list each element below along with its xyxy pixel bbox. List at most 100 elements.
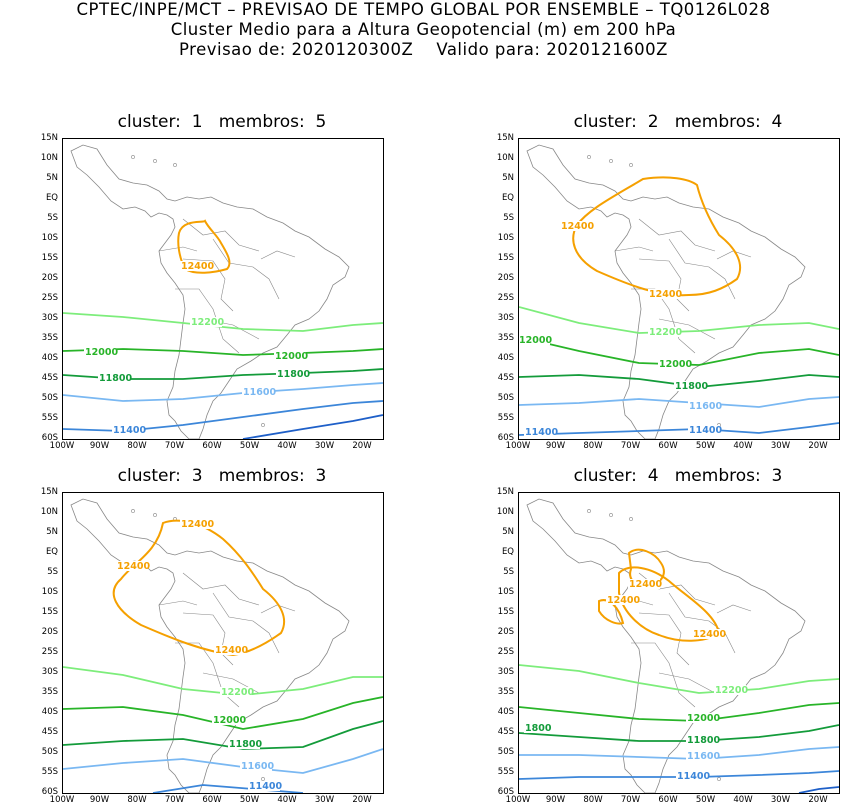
lat-tick-label: 15N bbox=[496, 487, 514, 497]
panel-title: cluster: 2 membros: 4 bbox=[573, 112, 783, 132]
contour-label-bg bbox=[714, 685, 746, 695]
lon-tick-label: 30W bbox=[770, 795, 791, 805]
contour-label: 12400 bbox=[649, 289, 682, 300]
lat-tick-label: 15N bbox=[496, 133, 514, 143]
lon-tick-label: 30W bbox=[314, 795, 335, 805]
isoline-11400 bbox=[519, 422, 839, 436]
lon-tick-label: 40W bbox=[733, 441, 753, 451]
contour-label: 12400 bbox=[117, 561, 150, 572]
lat-tick-label: EQ bbox=[501, 193, 514, 203]
lat-tick-label: 25S bbox=[497, 647, 514, 657]
isoline-12200 bbox=[63, 312, 383, 332]
lat-tick-label: 30S bbox=[497, 667, 514, 677]
contour-label: 11800 bbox=[99, 373, 132, 384]
contour-label: 12400 bbox=[607, 595, 640, 606]
country-border bbox=[716, 604, 752, 614]
country-border bbox=[614, 246, 654, 252]
lat-tick-label: 25S bbox=[41, 647, 58, 657]
contour-label: 11600 bbox=[243, 387, 276, 398]
lon-tick-label: 40W bbox=[277, 795, 297, 805]
contour-label-bg bbox=[524, 723, 550, 733]
isoline-11800 bbox=[519, 724, 839, 742]
country-border bbox=[716, 250, 752, 260]
main-subtitle: Cluster Medio para a Altura Geopotencial… bbox=[170, 20, 677, 39]
lat-tick-label: 50S bbox=[41, 747, 58, 757]
island bbox=[131, 509, 135, 513]
cluster-map-4: 12400 12400 12400 12200 12000 1800 11800 11600 1… bbox=[518, 492, 840, 794]
lon-tick-label: 90W bbox=[545, 441, 566, 451]
lat-tick-label: 5S bbox=[503, 567, 514, 577]
contour-label-bg bbox=[212, 715, 244, 725]
country-border bbox=[158, 246, 198, 252]
lon-tick-label: 30W bbox=[770, 441, 791, 451]
contour-label-bg bbox=[648, 289, 680, 299]
map-canvas: 12400 12400 12400 12200 12000 11800 11600 11400 bbox=[63, 498, 383, 793]
country-border bbox=[182, 218, 260, 252]
lon-tick-label: 20W bbox=[808, 441, 828, 451]
lat-tick-label: 60S bbox=[497, 787, 514, 797]
contour-label: 11600 bbox=[689, 401, 722, 412]
lat-tick-label: 50S bbox=[41, 393, 58, 403]
lat-tick-label: 5S bbox=[47, 567, 58, 577]
lon-tick-label: 50W bbox=[239, 441, 260, 451]
contour-label: 12000 bbox=[519, 335, 552, 346]
coastline bbox=[70, 498, 350, 793]
lon-tick-label: 80W bbox=[583, 441, 603, 451]
country-border bbox=[658, 318, 716, 340]
contour-label: 12400 bbox=[629, 579, 662, 590]
country-border bbox=[212, 238, 280, 300]
island bbox=[153, 513, 157, 517]
contour-label-bg bbox=[276, 369, 308, 379]
lon-tick-label: 40W bbox=[733, 795, 753, 805]
contour-label-bg bbox=[214, 645, 246, 655]
lat-tick-label: 25S bbox=[41, 293, 58, 303]
lat-tick-label: 5S bbox=[503, 213, 514, 223]
lat-tick-label: 40S bbox=[41, 353, 58, 363]
lat-tick-label: 5S bbox=[47, 213, 58, 223]
contour-label-bg bbox=[180, 261, 212, 271]
isoline-11600 bbox=[519, 396, 839, 408]
contour-label: 11800 bbox=[229, 739, 262, 750]
lat-tick-label: 55S bbox=[497, 767, 514, 777]
lat-tick-label: 10S bbox=[41, 587, 58, 597]
lon-tick-label: 100W bbox=[49, 795, 75, 805]
contour-label: 12000 bbox=[213, 715, 246, 726]
lat-tick-label: 40S bbox=[497, 353, 514, 363]
contour-label-bg bbox=[628, 579, 660, 589]
island bbox=[629, 163, 633, 167]
isoline-12200 bbox=[519, 306, 839, 334]
isoline-11600 bbox=[63, 748, 383, 774]
contour-label-bg bbox=[606, 595, 638, 605]
country-border bbox=[260, 604, 296, 614]
contour-label-bg bbox=[519, 335, 550, 345]
country-border bbox=[668, 592, 736, 654]
coastline bbox=[70, 144, 350, 439]
cluster-map-2: 12400 12400 12200 12000 12000 11800 11600 11400… bbox=[518, 138, 840, 440]
contour-label-bg bbox=[112, 425, 144, 435]
lon-tick-label: 60W bbox=[202, 795, 222, 805]
lat-tick-label: 45S bbox=[497, 373, 514, 383]
lat-tick-label: 35S bbox=[497, 687, 514, 697]
isoline-12000 bbox=[63, 348, 383, 356]
contour-label: 12400 bbox=[693, 629, 726, 640]
contour-label: 11600 bbox=[687, 751, 720, 762]
contour-label: 11400 bbox=[689, 425, 722, 436]
contour-label: 12400 bbox=[215, 645, 248, 656]
isoline-12000 bbox=[63, 696, 383, 730]
contour-label-bg bbox=[84, 347, 116, 357]
cluster-map-1: 12400 12200 12000 12000 11800 11800 11600 11400 bbox=[62, 138, 384, 440]
isoline-12400 bbox=[572, 176, 742, 297]
isoline-12400 bbox=[112, 519, 286, 657]
country-border bbox=[638, 258, 690, 312]
contour-label: 11400 bbox=[525, 427, 558, 438]
lat-tick-label: 60S bbox=[41, 433, 58, 443]
lon-tick-label: 20W bbox=[352, 795, 372, 805]
lon-tick-label: 90W bbox=[545, 795, 566, 805]
contour-label-bg bbox=[116, 561, 148, 571]
contour-label-bg bbox=[240, 761, 272, 771]
lat-tick-label: 40S bbox=[497, 707, 514, 717]
lon-tick-label: 60W bbox=[202, 441, 222, 451]
country-border bbox=[638, 218, 716, 252]
contour-label-bg bbox=[648, 327, 680, 337]
